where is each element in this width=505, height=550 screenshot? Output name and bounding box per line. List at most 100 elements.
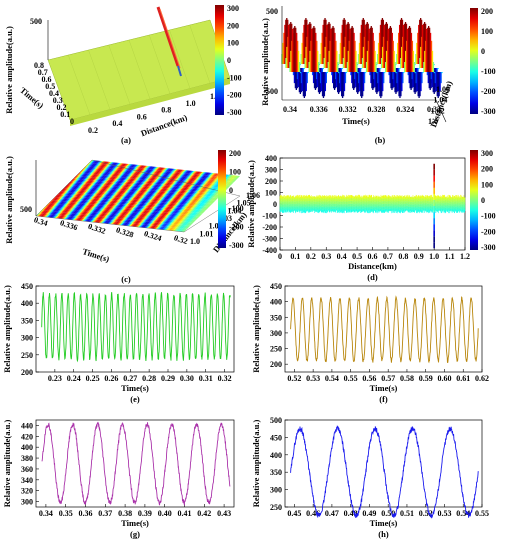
time-tick: 0.6	[42, 75, 52, 84]
surface-cell	[70, 202, 75, 207]
surface-cell	[152, 215, 157, 219]
surface-cell	[112, 176, 118, 180]
surface-cell	[121, 198, 126, 202]
surface-cell	[117, 166, 122, 170]
surface-cell	[171, 224, 176, 228]
surface-cell	[128, 212, 133, 216]
surface-cell	[85, 187, 90, 191]
surface-cell	[185, 204, 190, 209]
time-tick: 0.332	[87, 222, 107, 236]
surface-cell	[92, 208, 97, 212]
surface-cell	[110, 210, 115, 214]
surface-cell	[114, 183, 119, 187]
surface-cell	[42, 210, 47, 214]
surface-cell	[136, 213, 141, 217]
surface-cell	[153, 197, 158, 202]
surface-cell	[98, 188, 103, 192]
surface-cell	[118, 204, 123, 208]
surface-cell	[115, 190, 120, 194]
surface-cell	[147, 183, 152, 187]
surface-cell	[107, 182, 113, 186]
surface-cell	[172, 179, 178, 183]
y-tick-label: -200	[262, 223, 277, 232]
surface-cell	[130, 202, 136, 206]
surface-cell	[85, 176, 91, 181]
surface-cell	[135, 192, 140, 196]
surface-cell	[71, 189, 76, 193]
surface-cell	[177, 207, 182, 211]
surface-cell	[186, 184, 192, 188]
surface-cell	[160, 181, 165, 185]
surface-cell	[118, 218, 124, 222]
surface-cell	[188, 212, 193, 216]
surface-cell	[108, 217, 113, 221]
surface-cell	[162, 171, 167, 175]
surface-cell	[114, 204, 119, 208]
surface-cell	[175, 183, 180, 187]
surface-cell	[135, 202, 140, 207]
surface-cell	[182, 214, 188, 219]
surface-cell	[64, 205, 69, 209]
surface-cell	[88, 208, 93, 212]
surface-cell	[119, 208, 124, 212]
surface-cell	[191, 198, 196, 202]
surface-cell	[107, 189, 112, 193]
surface-cell	[186, 170, 192, 174]
surface-cell	[150, 208, 155, 212]
surface-cell	[112, 193, 117, 197]
surface-cell	[95, 212, 100, 216]
surface-cell	[90, 167, 95, 171]
surface-cell	[94, 198, 99, 202]
surface-cell	[177, 173, 183, 177]
surface-cell	[143, 193, 148, 197]
surface-cell	[192, 184, 197, 189]
surface-cell	[123, 180, 128, 185]
surface-cell	[142, 189, 147, 194]
surface-cell	[120, 180, 125, 184]
surface-cell	[93, 184, 98, 188]
surface-cell	[105, 220, 110, 224]
surface-cell	[98, 212, 103, 216]
surface-cell	[136, 209, 141, 214]
surface-cell	[143, 214, 148, 218]
surface-cell	[112, 221, 117, 225]
surface-cell	[168, 185, 174, 190]
surface-cell	[93, 174, 98, 178]
surface-cell	[161, 181, 167, 185]
surface-cell	[157, 170, 162, 175]
surface-cell	[79, 169, 84, 173]
surface-cell	[122, 211, 127, 216]
surface-cell	[73, 179, 78, 183]
surface-cell	[93, 170, 98, 175]
surface-cell	[100, 181, 106, 186]
surface-cell	[79, 179, 84, 183]
surface-cell	[98, 178, 103, 182]
surface-cell	[213, 180, 218, 184]
surface-cell	[114, 207, 119, 211]
surface-cell	[95, 198, 100, 202]
surface-cell	[83, 166, 89, 170]
surface-cell	[54, 214, 59, 219]
z-tick: 500	[266, 7, 278, 16]
surface-cell	[172, 175, 177, 180]
surface-cell	[89, 180, 94, 184]
surface-cell	[160, 195, 166, 199]
surface-cell	[153, 180, 159, 185]
surface-cell	[175, 217, 180, 221]
surface-cell	[119, 187, 124, 191]
surface-cell	[163, 195, 168, 199]
surface-cell	[210, 193, 215, 198]
surface-cell	[84, 173, 89, 177]
surface-cell	[197, 182, 203, 186]
surface-cell	[76, 182, 81, 186]
surface-cell	[180, 190, 185, 194]
surface-cell	[118, 197, 123, 201]
surface-cell	[84, 211, 89, 215]
surface-cell	[152, 208, 158, 212]
surface-cell	[79, 203, 84, 208]
surface-cell	[82, 217, 87, 222]
surface-cell	[105, 165, 110, 169]
surface-cell	[144, 193, 150, 197]
time-tick: 0.5	[45, 82, 55, 91]
surface-cell	[99, 192, 104, 196]
